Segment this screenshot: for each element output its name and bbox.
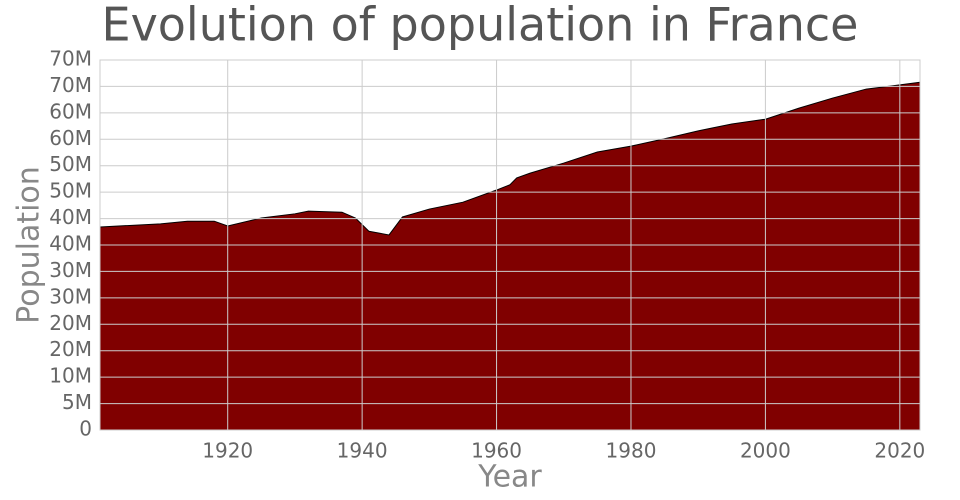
- x-tick-label: 1920: [202, 439, 253, 463]
- plot-border: [99, 59, 921, 431]
- y-tick-label: 70M: [49, 73, 92, 97]
- x-tick-label: 1960: [471, 439, 522, 463]
- x-tick-label: 1980: [606, 439, 657, 463]
- x-axis-label: Year: [477, 460, 542, 495]
- y-tick-label: 50M: [49, 152, 92, 176]
- y-tick-label: 10M: [49, 364, 92, 388]
- area-fill: [100, 82, 920, 430]
- x-tick-label: 2000: [740, 439, 791, 463]
- y-tick-label: 5M: [62, 390, 92, 414]
- x-tick-label: 2020: [874, 439, 925, 463]
- y-tick-label: 40M: [49, 232, 92, 256]
- y-tick-label: 30M: [49, 258, 92, 282]
- y-tick-label: 0: [79, 417, 92, 441]
- y-tick-label: 50M: [49, 179, 92, 203]
- y-tick-label: 40M: [49, 205, 92, 229]
- chart-title: Evolution of population in France: [102, 0, 859, 52]
- y-tick-label: 60M: [49, 126, 92, 150]
- y-tick-label: 70M: [49, 47, 92, 71]
- x-tick-label: 1940: [337, 439, 388, 463]
- y-axis-label: Population: [12, 166, 47, 324]
- y-tick-label: 20M: [49, 337, 92, 361]
- y-tick-label: 60M: [49, 99, 92, 123]
- y-tick-label: 20M: [49, 311, 92, 335]
- y-tick-label: 30M: [49, 284, 92, 308]
